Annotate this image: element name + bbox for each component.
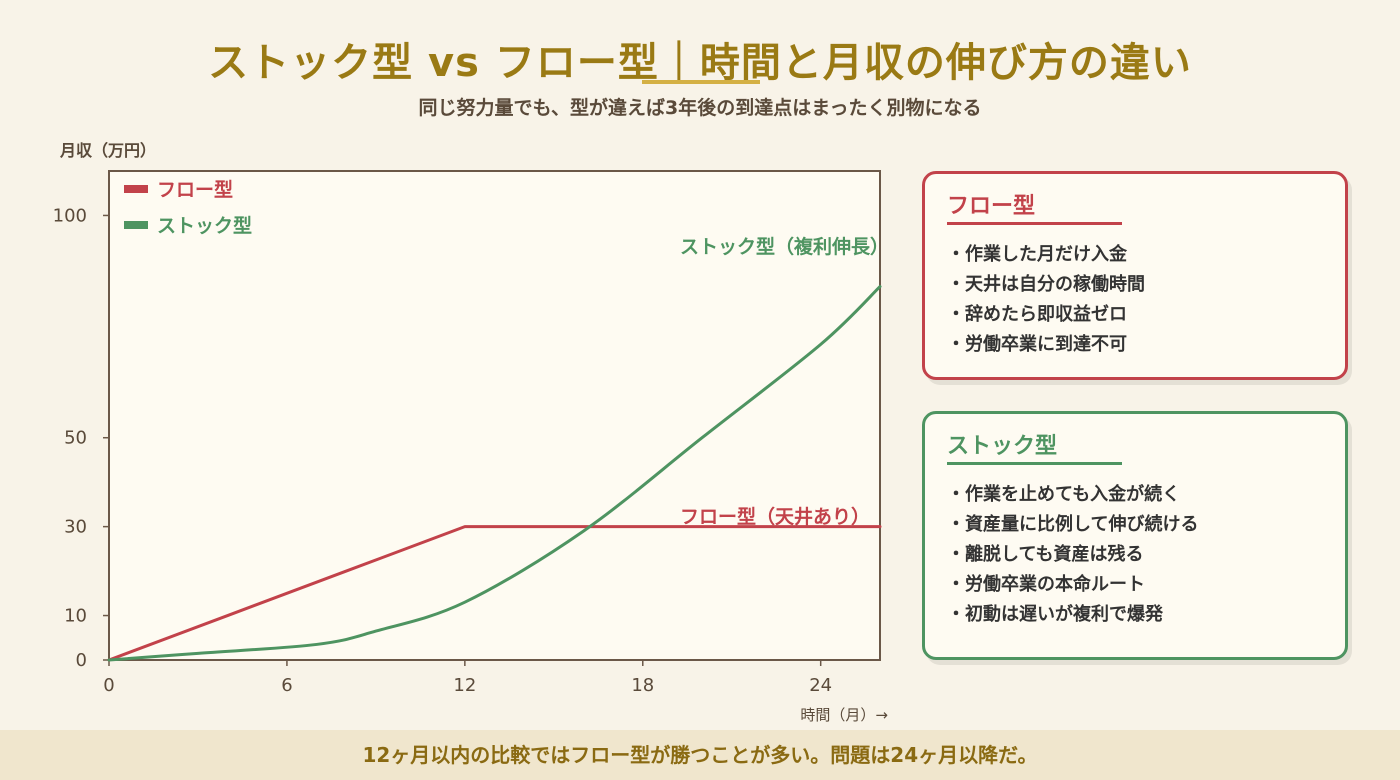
stock-card-item: ・資産量に比例して伸び続ける [947, 514, 1199, 535]
stock-card-item: ・離脱しても資産は残る [947, 544, 1144, 565]
stock-card: ストック型 ・作業を止めても入金が続く ・資産量に比例して伸び続ける ・離脱して… [922, 411, 1348, 660]
series-line-flow [107, 525, 882, 662]
flow-card-item: ・作業した月だけ入金 [947, 244, 1127, 265]
y-tick-label: 50 [64, 428, 87, 449]
page-subtitle: 同じ努力量でも、型が違えば3年後の到達点はまったく別物になる [418, 97, 982, 119]
flow-card-item: ・労働卒業に到達不可 [947, 334, 1127, 355]
stock-card-list: ・作業を止めても入金が続く ・資産量に比例して伸び続ける ・離脱しても資産は残る… [947, 480, 1198, 630]
annotations: フロー型（天井あり） ストック型（複利伸長） [680, 235, 889, 528]
title-underline [642, 80, 760, 84]
legend-label: ストック型 [157, 214, 252, 237]
stock-card-rule [947, 462, 1122, 465]
flow-card-rule [947, 222, 1122, 225]
stock-card-item: ・初動は遅いが複利で爆発 [947, 604, 1163, 625]
flow-card-title: フロー型 [947, 194, 1036, 219]
x-tick-label: 0 [103, 675, 114, 696]
x-tick-label: 18 [631, 675, 654, 696]
legend-swatch [124, 185, 148, 193]
flow-card-item: ・辞めたら即収益ゼロ [947, 304, 1127, 325]
x-tick-label: 24 [809, 675, 832, 696]
legend-label: フロー型 [157, 178, 233, 201]
series-annotation: フロー型（天井あり） [680, 505, 870, 528]
flow-card-list: ・作業した月だけ入金 ・天井は自分の稼働時間 ・辞めたら即収益ゼロ ・労働卒業に… [947, 240, 1145, 360]
series-layer [107, 285, 882, 662]
footer-note: 12ヶ月以内の比較ではフロー型が勝つことが多い。問題は24ヶ月以降だ。 [0, 730, 1400, 780]
page-title: ストック型 vs フロー型｜時間と月収の伸び方の違い [208, 40, 1192, 86]
y-tick-label: 10 [64, 606, 87, 627]
x-axis-ticks: 0 6 12 18 24 [103, 660, 832, 696]
stock-card-item: ・作業を止めても入金が続く [947, 484, 1181, 505]
x-axis-label: 時間（月）→ [800, 706, 888, 724]
legend-swatch [124, 221, 148, 229]
y-tick-label: 100 [53, 205, 87, 226]
flow-card: フロー型 ・作業した月だけ入金 ・天井は自分の稼働時間 ・辞めたら即収益ゼロ ・… [922, 171, 1348, 380]
stock-card-item: ・労働卒業の本命ルート [947, 574, 1145, 595]
stock-card-title: ストック型 [947, 434, 1058, 459]
series-annotation: ストック型（複利伸長） [680, 235, 889, 258]
x-tick-label: 6 [281, 675, 292, 696]
y-axis-ticks: 0 10 30 50 100 [53, 205, 109, 671]
flow-card-item: ・天井は自分の稼働時間 [947, 274, 1145, 295]
y-tick-label: 0 [76, 650, 87, 671]
y-tick-label: 30 [64, 517, 87, 538]
plot-area [108, 170, 881, 661]
x-tick-label: 12 [453, 675, 476, 696]
series-line-stock [107, 285, 882, 662]
y-axis-label: 月収（万円） [59, 141, 156, 160]
